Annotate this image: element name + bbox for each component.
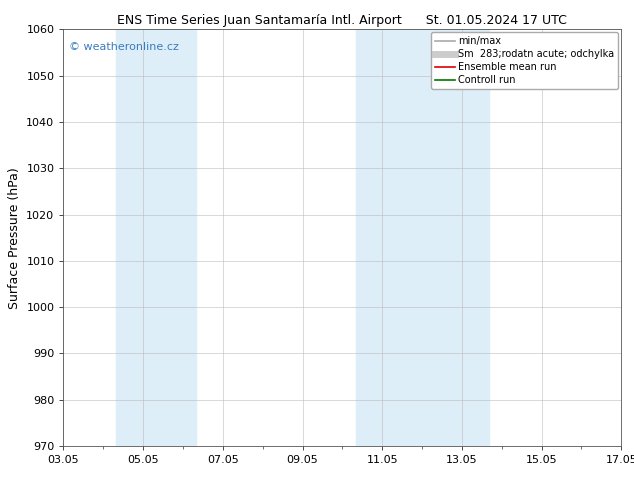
- Title: ENS Time Series Juan Santamaría Intl. Airport      St. 01.05.2024 17 UTC: ENS Time Series Juan Santamaría Intl. Ai…: [117, 14, 567, 27]
- Text: © weatheronline.cz: © weatheronline.cz: [69, 42, 179, 52]
- Y-axis label: Surface Pressure (hPa): Surface Pressure (hPa): [8, 167, 21, 309]
- Bar: [356, 29, 489, 446]
- Legend: min/max, Sm  283;rodatn acute; odchylka, Ensemble mean run, Controll run: min/max, Sm 283;rodatn acute; odchylka, …: [431, 32, 618, 89]
- Bar: [117, 29, 196, 446]
